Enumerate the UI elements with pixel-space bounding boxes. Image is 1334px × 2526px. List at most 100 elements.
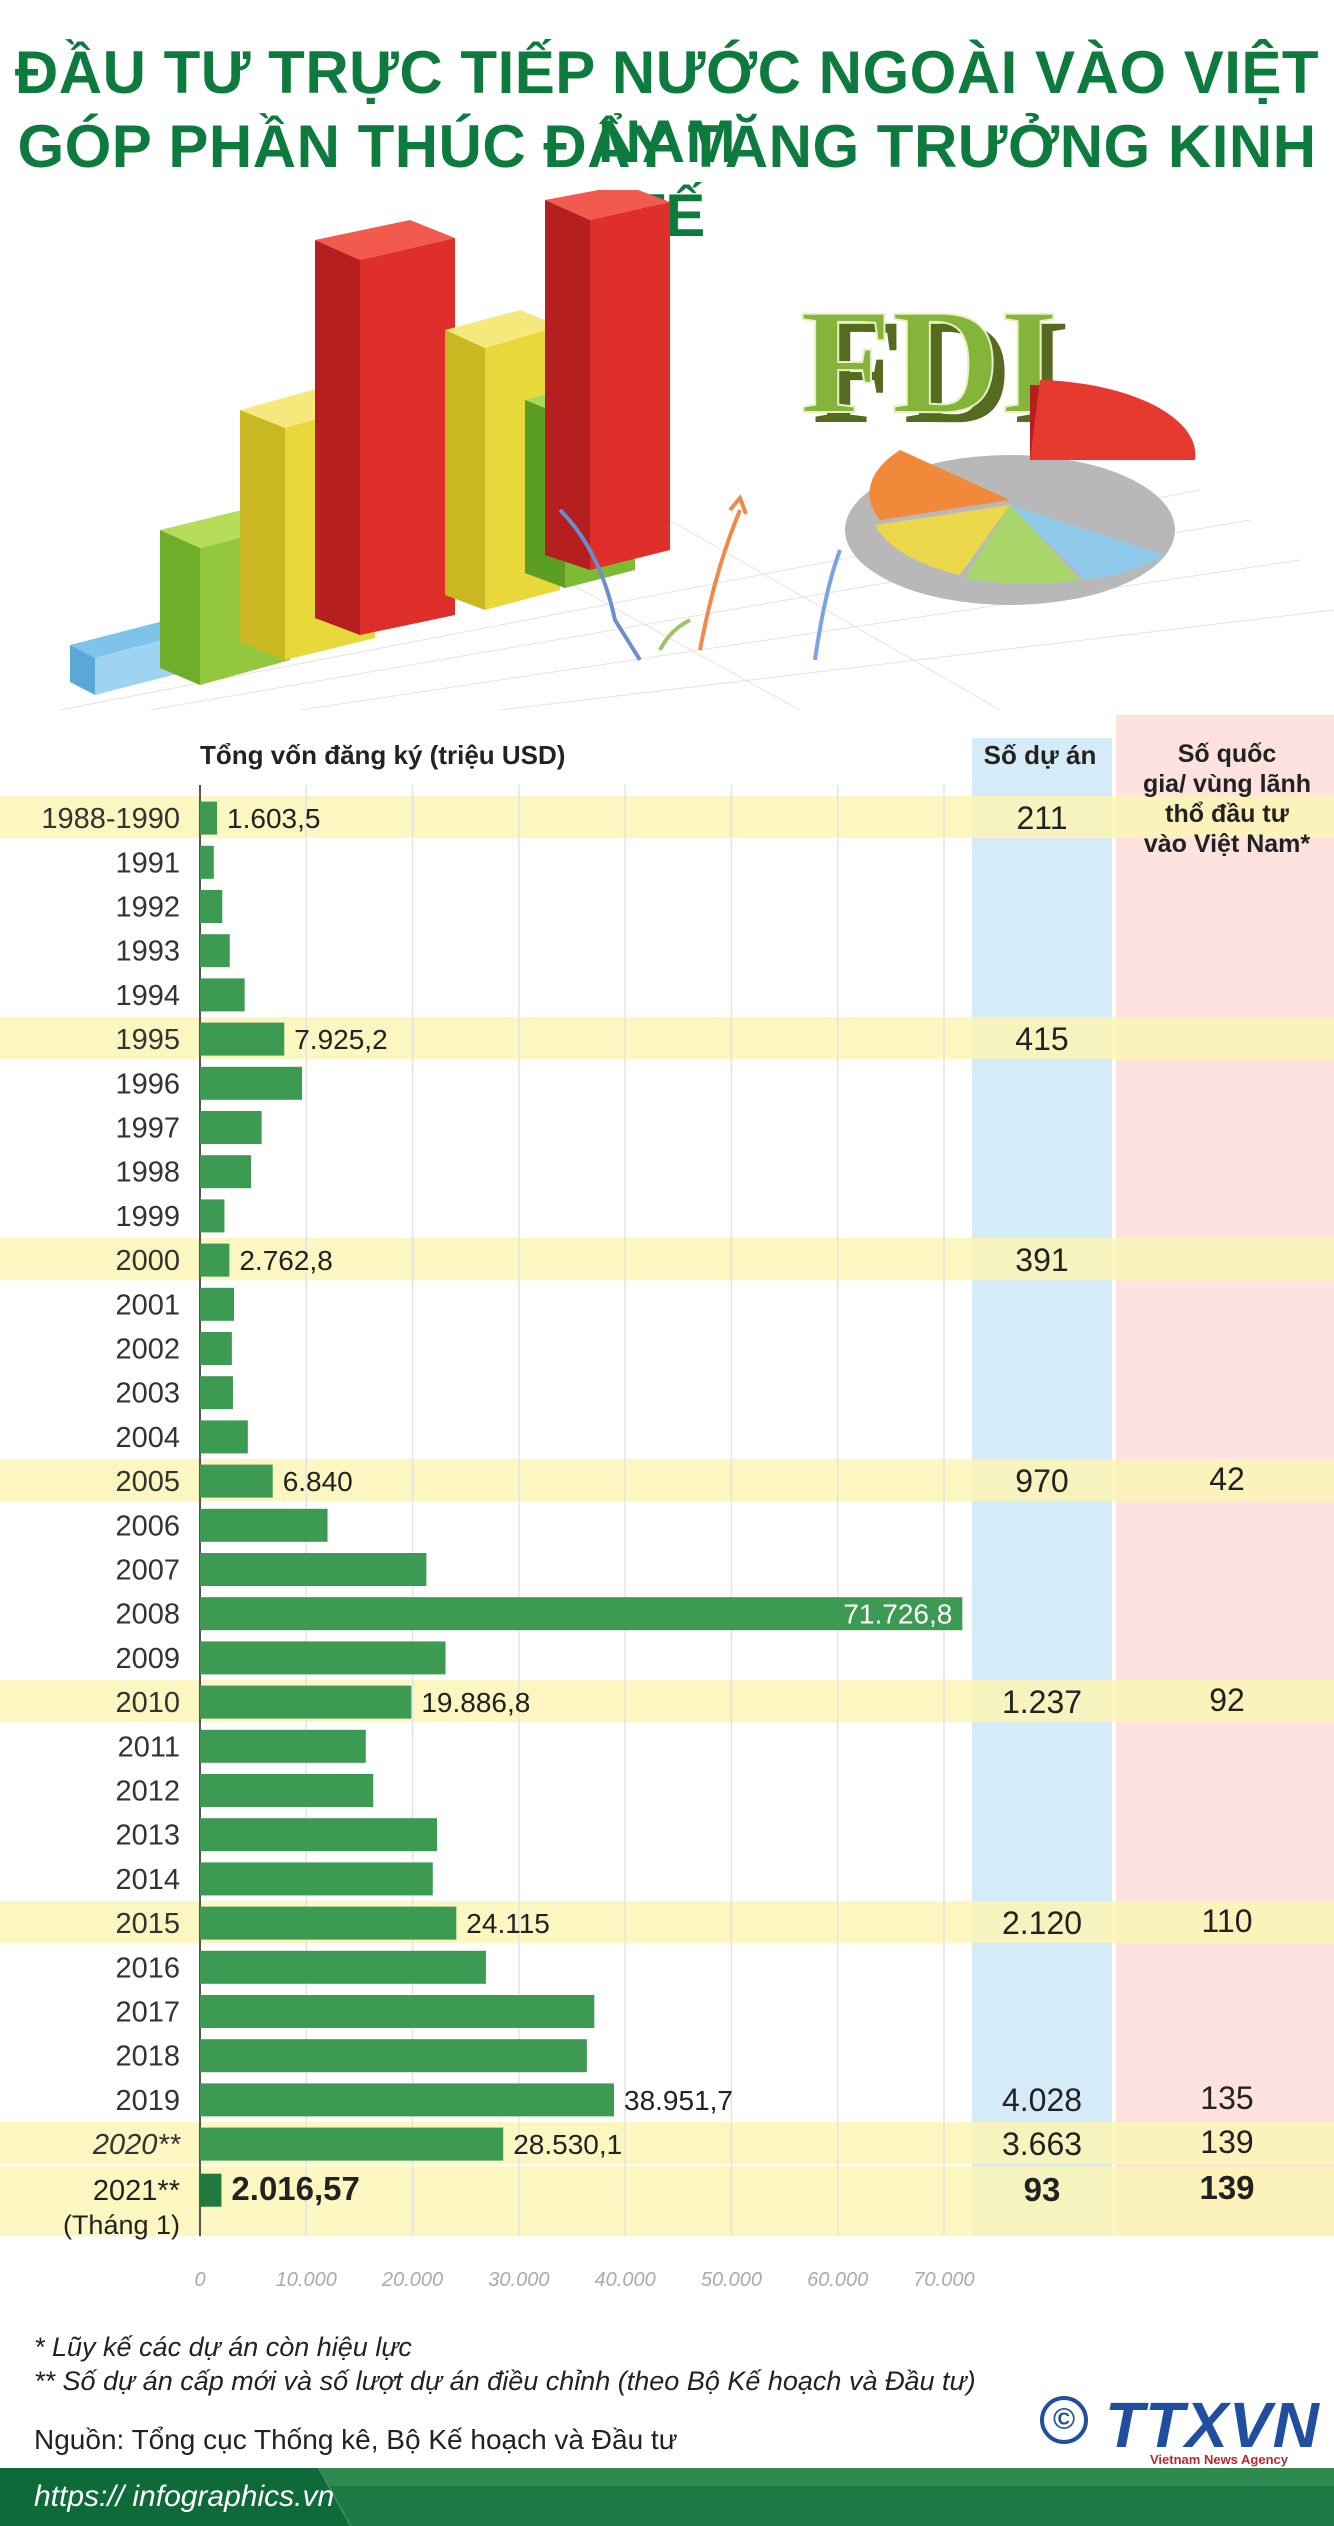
year-label: 1999 xyxy=(115,1201,180,1233)
hero-trend-lines xyxy=(558,494,842,662)
bar xyxy=(200,2173,222,2207)
year-label: 1996 xyxy=(115,1068,180,1100)
bar xyxy=(200,1641,446,1675)
year-label: 2007 xyxy=(115,1555,180,1587)
year-label: 2019 xyxy=(115,2085,180,2117)
bar xyxy=(200,1774,374,1807)
year-label: 2010 xyxy=(115,1687,180,1719)
bar xyxy=(200,1155,252,1189)
bar xyxy=(200,978,245,1012)
projects-value: 415 xyxy=(1015,1021,1068,1057)
year-label: 1997 xyxy=(115,1113,180,1145)
year-label: 1994 xyxy=(115,980,180,1012)
hero-fdi-badge: FDI FDI xyxy=(799,278,1070,455)
bar xyxy=(200,1995,595,2028)
bar xyxy=(200,1332,232,1365)
x-tick-label: 20.000 xyxy=(381,2269,443,2291)
year-label: 2005 xyxy=(115,1466,180,1498)
bar xyxy=(200,2127,504,2161)
bar xyxy=(200,1287,235,1321)
bar xyxy=(200,1199,225,1233)
data-label: 2.762,8 xyxy=(239,1245,332,1276)
year-label: 2006 xyxy=(115,1510,180,1542)
year-label: 1993 xyxy=(115,936,180,968)
data-label: 24.115 xyxy=(466,1908,550,1939)
bar xyxy=(200,1950,486,1984)
page-title-line-2: GÓP PHẦN THÚC ĐẨY TĂNG TRƯỞNG KINH TẾ xyxy=(17,113,1317,249)
data-label: 6.840 xyxy=(283,1466,353,1497)
countries-value: 135 xyxy=(1200,2080,1253,2116)
year-label: 2002 xyxy=(115,1334,180,1366)
year-label: 2015 xyxy=(115,1908,180,1940)
year-label: 1998 xyxy=(115,1157,180,1189)
bar xyxy=(200,1111,262,1144)
x-tick-label: 0 xyxy=(194,2269,205,2291)
countries-header-line: gia/ vùng lãnh xyxy=(1143,770,1311,798)
countries-header-line: Số quốc xyxy=(1178,740,1277,768)
hero-3d-pie xyxy=(845,380,1196,605)
projects-value: 2.120 xyxy=(1002,1905,1082,1941)
year-label: 2018 xyxy=(115,2041,180,2073)
x-tick-label: 30.000 xyxy=(488,2269,549,2291)
ttxvn-logo: TTXVN xyxy=(1105,2389,1320,2461)
year-label: 2021** xyxy=(93,2175,180,2207)
x-tick-label: 70.000 xyxy=(913,2269,974,2291)
projects-value: 4.028 xyxy=(1002,2082,1082,2118)
url-bar xyxy=(0,2468,1334,2526)
x-tick-label: 50.000 xyxy=(701,2269,762,2291)
projects-value: 1.237 xyxy=(1002,1684,1082,1720)
bar xyxy=(200,1729,366,1763)
year-label: 2011 xyxy=(118,1731,180,1763)
year-label: 2004 xyxy=(115,1422,180,1454)
year-label: 2000 xyxy=(115,1245,180,1277)
year-label: 1991 xyxy=(115,847,180,879)
bar xyxy=(200,1906,457,1940)
copyright-icon: © xyxy=(1040,2396,1088,2444)
year-label: 2009 xyxy=(115,1643,180,1675)
ttxvn-logo-subtitle: Vietnam News Agency xyxy=(1150,2452,1288,2467)
year-label: 2016 xyxy=(115,1952,180,1984)
page-title-line-1: ĐẦU TƯ TRỰC TIẾP NƯỚC NGOÀI VÀO VIỆT NAM xyxy=(14,39,1320,175)
data-label: 28.530,1 xyxy=(513,2129,622,2160)
website-link[interactable]: https:// infographics.vn xyxy=(34,2480,335,2513)
countries-value: 139 xyxy=(1200,2124,1253,2160)
year-label: 2001 xyxy=(115,1289,180,1321)
countries-header-line: thổ đầu tư xyxy=(1165,800,1290,828)
bar xyxy=(200,1685,412,1719)
bar xyxy=(200,1553,427,1586)
fdi-text: FDI xyxy=(800,279,1058,445)
source-text: Nguồn: Tổng cục Thống kê, Bộ Kế hoạch và… xyxy=(34,2424,678,2455)
projects-value: 970 xyxy=(1015,1463,1068,1499)
bar xyxy=(200,1597,963,1631)
x-tick-label: 10.000 xyxy=(276,2269,337,2291)
countries-value: 92 xyxy=(1209,1682,1245,1718)
data-label: 1.603,5 xyxy=(227,803,320,834)
bar xyxy=(200,801,218,835)
bar xyxy=(200,1508,328,1542)
year-label: 2013 xyxy=(115,1820,180,1852)
year-label: 2003 xyxy=(115,1378,180,1410)
year-label: 2008 xyxy=(115,1599,180,1631)
highlight-row xyxy=(0,2166,1334,2237)
hero-3d-bars xyxy=(70,190,670,695)
x-axis-title: Tổng vốn đăng ký (triệu USD) xyxy=(200,740,565,770)
bar xyxy=(200,1862,433,1896)
data-label: 71.726,8 xyxy=(843,1599,952,1630)
bar xyxy=(200,1376,233,1410)
highlight-row xyxy=(0,796,1334,839)
countries-value: 42 xyxy=(1209,1461,1245,1497)
footnote-1: * Lũy kế các dự án còn hiệu lực xyxy=(34,2332,412,2362)
data-label: 7.925,2 xyxy=(294,1024,387,1055)
projects-value: 3.663 xyxy=(1002,2126,1082,2162)
year-sublabel: (Tháng 1) xyxy=(63,2210,180,2240)
bar xyxy=(200,1464,273,1498)
data-label: 38.951,7 xyxy=(624,2085,733,2116)
bar xyxy=(200,1818,438,1852)
projects-value: 391 xyxy=(1015,1242,1068,1278)
data-label: 2.016,57 xyxy=(231,2170,359,2207)
year-label: 2012 xyxy=(115,1776,180,1808)
data-label: 19.886,8 xyxy=(421,1687,530,1718)
projects-header: Số dự án xyxy=(984,740,1097,770)
hero-illustration: FDI FDI xyxy=(59,190,1334,710)
